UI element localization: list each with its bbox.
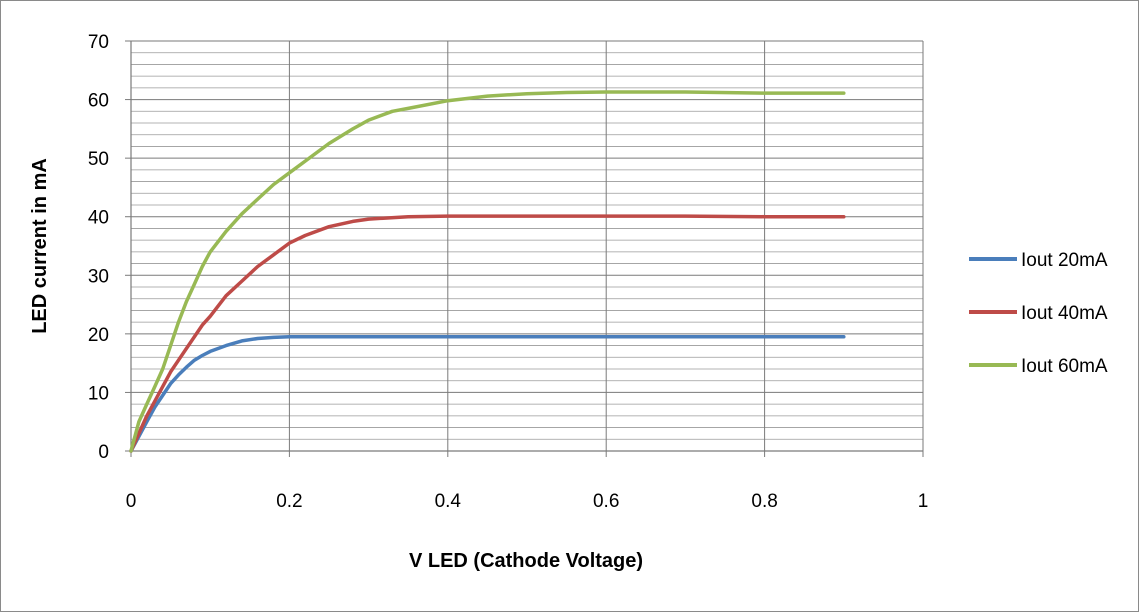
y-axis-title: LED current in mA <box>29 158 51 334</box>
y-tick-label: 10 <box>88 383 109 404</box>
y-tick-label: 70 <box>88 32 109 53</box>
y-tick-label: 30 <box>88 266 109 287</box>
y-tick-label: 40 <box>88 208 109 229</box>
x-tick-label: 0.4 <box>435 491 462 512</box>
legend: Iout 20mA Iout 40mA Iout 60mA <box>969 250 1108 377</box>
plot-background <box>131 41 923 451</box>
x-tick-label: 0.2 <box>276 491 302 512</box>
x-tick-label: 1 <box>918 491 929 512</box>
series-lines <box>129 90 846 453</box>
y-tick-labels: 0 10 20 30 40 50 60 70 <box>88 32 109 463</box>
legend-label: Iout 60mA <box>1021 356 1108 377</box>
x-tick-label: 0.8 <box>751 491 777 512</box>
y-tick-label: 60 <box>88 91 109 112</box>
series-line-iout-20ma <box>129 335 846 453</box>
y-tick-label: 20 <box>88 325 109 346</box>
plot-area <box>131 41 923 451</box>
x-tick-labels: 0 0.2 0.4 0.6 0.8 1 <box>126 491 929 512</box>
legend-label: Iout 40mA <box>1021 303 1108 324</box>
x-tick-label: 0 <box>126 491 137 512</box>
y-tick-label: 0 <box>98 442 109 463</box>
minor-gridlines <box>131 52 923 440</box>
x-tick-label: 0.6 <box>593 491 619 512</box>
x-axis-title: V LED (Cathode Voltage) <box>409 550 643 572</box>
series-line-iout-60ma <box>129 90 846 453</box>
series-line-iout-40ma <box>129 214 846 453</box>
legend-label: Iout 20mA <box>1021 250 1108 271</box>
y-tick-label: 50 <box>88 149 109 170</box>
